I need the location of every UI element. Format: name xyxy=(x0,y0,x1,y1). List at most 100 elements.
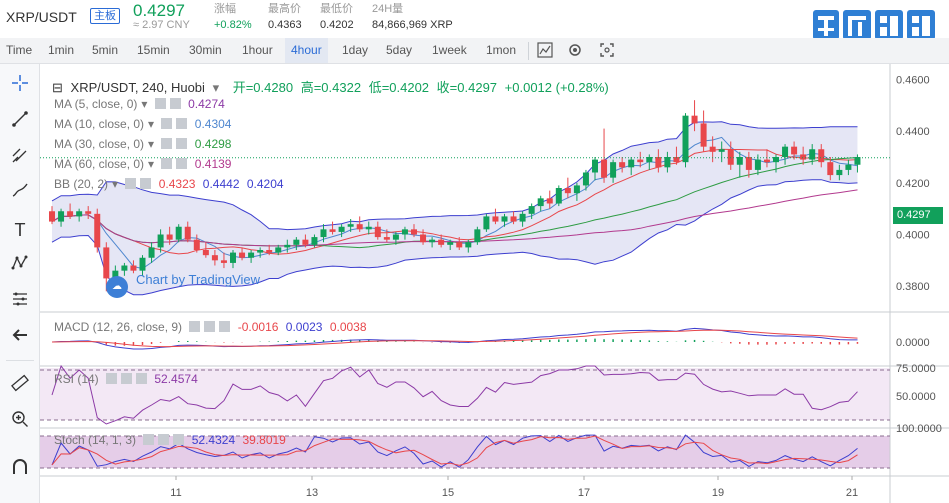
crosshair-icon[interactable] xyxy=(8,74,32,98)
candle-body xyxy=(166,234,173,240)
candle-body xyxy=(682,115,689,163)
time-axis-label: 15 xyxy=(442,487,454,499)
back-arrow-icon[interactable] xyxy=(8,326,32,350)
candle-body xyxy=(564,188,571,194)
macd-signal-line xyxy=(51,329,858,348)
tradingview-watermark[interactable]: ☁ Chart by TradingView xyxy=(106,272,260,298)
bb-legend[interactable]: BB (20, 2) ▾ 0.4323 0.4442 0.4204 xyxy=(54,177,284,191)
tf-4hour[interactable]: 4hour xyxy=(285,38,328,63)
candle-body xyxy=(329,229,336,232)
magnet-icon[interactable] xyxy=(8,458,32,482)
ma60-legend[interactable]: MA (60, close, 0) ▾ 0.4139 xyxy=(54,157,232,171)
tf-1day[interactable]: 1day xyxy=(342,43,369,57)
eye-icon[interactable] xyxy=(106,373,118,384)
price-axis-label: 0.4200 xyxy=(896,178,930,190)
macd-pane[interactable] xyxy=(40,312,890,364)
stoch-legend[interactable]: Stoch (14, 1, 3) 52.4324 39.8019 xyxy=(54,433,286,447)
gear-icon[interactable] xyxy=(140,178,152,189)
cloud-icon: ☁ xyxy=(106,276,128,298)
tf-1week[interactable]: 1week xyxy=(432,43,467,57)
prediction-icon[interactable] xyxy=(8,290,32,314)
candle-body xyxy=(365,226,372,230)
gear-icon[interactable] xyxy=(176,158,188,169)
ma30-legend[interactable]: MA (30, close, 0) ▾ 0.4298 xyxy=(54,137,232,151)
candle-body xyxy=(211,255,218,261)
stoch-d-line xyxy=(51,435,858,466)
tf-1hour[interactable]: 1hour xyxy=(242,43,273,57)
ruler-icon[interactable] xyxy=(8,374,32,398)
price-axis-label: 0.4600 xyxy=(896,75,930,87)
tools-divider xyxy=(6,360,34,361)
candle-body xyxy=(293,239,300,245)
tf-time[interactable]: Time xyxy=(6,43,33,57)
candle-body xyxy=(275,247,282,253)
gear-icon[interactable] xyxy=(121,373,133,384)
candle-body xyxy=(184,226,191,240)
fib-channel-icon[interactable] xyxy=(8,146,32,170)
candle-body xyxy=(401,229,408,235)
tf-5day[interactable]: 5day xyxy=(386,43,413,57)
candle-body xyxy=(157,234,164,248)
candle-body xyxy=(700,123,707,147)
eye-icon[interactable] xyxy=(125,178,137,189)
zoom-in-icon[interactable] xyxy=(8,410,32,434)
candle-body xyxy=(438,239,445,245)
tf-30min[interactable]: 30min xyxy=(189,43,222,57)
rsi-legend[interactable]: RSI (14) 52.4574 xyxy=(54,372,198,386)
gear-icon[interactable] xyxy=(176,138,188,149)
settings-gear-icon[interactable] xyxy=(566,42,584,60)
eye-icon[interactable] xyxy=(161,118,173,129)
candle-body xyxy=(383,237,390,240)
candle-body xyxy=(49,211,55,222)
eye-icon[interactable] xyxy=(161,158,173,169)
macd-axis-label: 0.0000 xyxy=(896,337,930,349)
eye-icon[interactable] xyxy=(154,98,166,109)
candle-body xyxy=(447,242,454,245)
drawing-toolbar: T xyxy=(0,64,40,503)
brush-icon[interactable] xyxy=(8,182,32,206)
candle-body xyxy=(392,234,399,240)
close-icon[interactable] xyxy=(136,373,148,384)
gear-icon[interactable] xyxy=(176,118,188,129)
candle-body xyxy=(637,159,644,163)
tf-15min[interactable]: 15min xyxy=(137,43,170,57)
tf-1mon[interactable]: 1mon xyxy=(486,43,517,57)
chart-area[interactable]: 0.4600 0.4400 0.4200 0.4000 0.3800 0.0000 75.0… xyxy=(40,64,949,503)
tf-5min[interactable]: 5min xyxy=(92,43,119,57)
last-price: 0.4297 xyxy=(133,1,185,20)
indicators-icon[interactable] xyxy=(536,42,554,60)
trend-line-icon[interactable] xyxy=(8,110,32,134)
candle-body xyxy=(193,239,200,250)
text-tool-icon[interactable]: T xyxy=(14,220,26,240)
current-price-tag: 0.4297 xyxy=(893,207,943,224)
candle-body xyxy=(67,211,74,217)
macd-legend[interactable]: MACD (12, 26, close, 9) -0.0016 0.0023 0… xyxy=(54,320,367,334)
ma60-line xyxy=(51,189,858,247)
fullscreen-icon[interactable] xyxy=(598,42,616,60)
ma5-legend[interactable]: MA (5, close, 0) ▾ 0.4274 xyxy=(54,97,225,111)
candle-body xyxy=(646,157,653,163)
eye-icon[interactable] xyxy=(189,321,201,332)
ma10-legend[interactable]: MA (10, close, 0) ▾ 0.4304 xyxy=(54,117,232,131)
gear-icon[interactable] xyxy=(169,98,181,109)
gear-icon[interactable] xyxy=(204,321,216,332)
candle-body xyxy=(791,146,798,155)
collapse-icon[interactable]: ⊟ xyxy=(52,80,63,95)
symbol-title[interactable]: XRP/USDT xyxy=(6,9,77,25)
pattern-icon[interactable] xyxy=(8,254,32,278)
chart-canvas[interactable]: 0.4600 0.4400 0.4200 0.4000 0.3800 0.0000 75.0… xyxy=(40,64,949,503)
candle-body xyxy=(139,257,146,271)
close-icon[interactable] xyxy=(173,434,185,445)
candle-body xyxy=(546,198,553,204)
price-axis-label: 0.4400 xyxy=(896,126,930,138)
tf-1min[interactable]: 1min xyxy=(48,43,75,57)
rsi-pane[interactable] xyxy=(40,368,890,420)
volume-stat: 24H量 84,866,969 XRP xyxy=(372,3,453,31)
candle-body xyxy=(727,149,734,165)
close-icon[interactable] xyxy=(219,321,231,332)
candle-body xyxy=(248,252,255,258)
candle-body xyxy=(745,157,752,170)
eye-icon[interactable] xyxy=(161,138,173,149)
gear-icon[interactable] xyxy=(158,434,170,445)
eye-icon[interactable] xyxy=(143,434,155,445)
